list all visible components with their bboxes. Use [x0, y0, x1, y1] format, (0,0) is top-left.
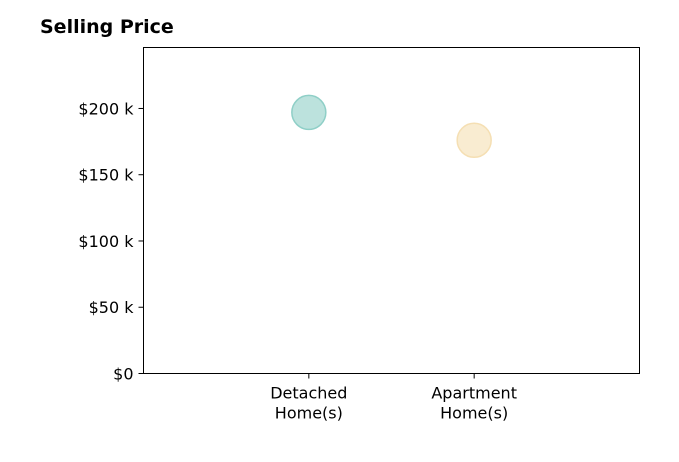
data-points: [291, 94, 492, 159]
chart-title: Selling Price: [40, 16, 174, 38]
x-tick-label: Apartment Home(s): [431, 384, 517, 423]
y-tick-label: $50 k: [89, 298, 135, 317]
x-tick-label: Detached Home(s): [270, 384, 347, 423]
plot-frame: [143, 47, 640, 374]
x-axis: Detached Home(s) Apartment Home(s): [270, 373, 517, 423]
y-tick-label: $200 k: [78, 99, 134, 118]
y-tick-label: $150 k: [78, 166, 134, 185]
y-axis: $0 $50 k $100 k $150 k $200 k: [78, 99, 144, 384]
y-tick-label: $0: [113, 365, 133, 384]
data-point: [291, 94, 327, 131]
y-tick-label: $100 k: [78, 232, 134, 251]
data-point: [456, 122, 492, 159]
